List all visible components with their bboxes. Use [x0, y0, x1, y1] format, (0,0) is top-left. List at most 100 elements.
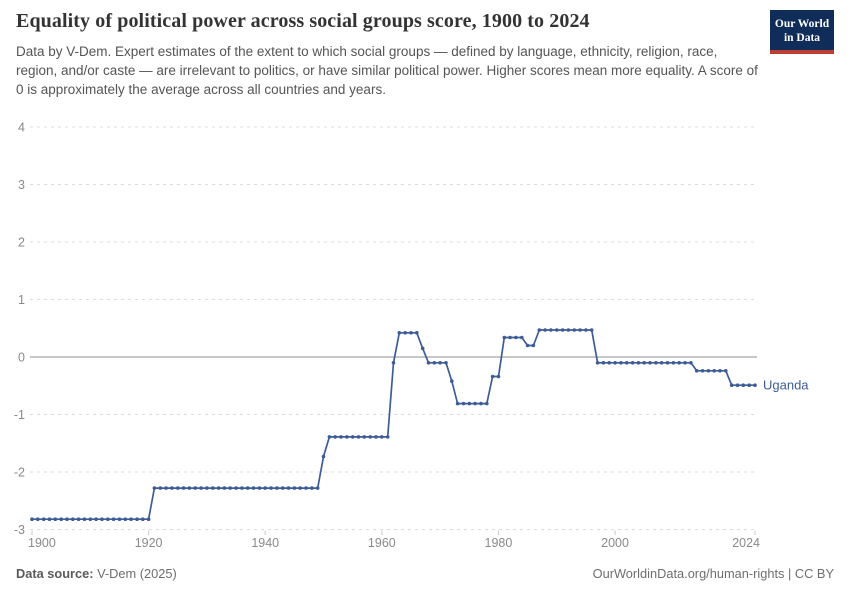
data-point: [71, 517, 75, 521]
data-point: [187, 486, 192, 490]
data-point: [193, 486, 198, 490]
data-point: [718, 369, 722, 373]
data-point: [117, 517, 122, 521]
data-point: [473, 401, 477, 406]
data-point: [228, 486, 232, 490]
data-point: [135, 517, 139, 521]
data-point: [420, 346, 425, 351]
data-point: [677, 361, 681, 365]
data-point: [432, 361, 437, 365]
y-axis-tick-label: 3: [18, 178, 25, 192]
data-point: [572, 328, 577, 332]
data-point: [333, 435, 338, 439]
data-point: [589, 328, 594, 332]
owid-logo[interactable]: Our World in Data: [770, 10, 834, 55]
x-axis-tick-label: 2024: [732, 536, 760, 550]
data-point: [30, 517, 34, 521]
data-point: [164, 486, 168, 490]
data-point: [543, 328, 547, 332]
data-point: [199, 486, 203, 490]
data-point: [47, 517, 52, 521]
x-axis-tick-label: 1980: [485, 536, 513, 550]
data-point: [601, 361, 606, 365]
data-point: [59, 517, 63, 521]
data-point: [525, 343, 530, 348]
data-point: [374, 435, 378, 439]
data-point: [485, 401, 489, 406]
data-point: [403, 331, 408, 335]
data-point: [298, 486, 303, 490]
data-point: [630, 361, 635, 365]
data-point: [304, 486, 308, 490]
data-point: [712, 369, 716, 373]
x-axis-tick-label: 1920: [135, 536, 163, 550]
data-source: Data source: V-Dem (2025): [16, 566, 177, 581]
data-point: [222, 486, 227, 490]
data-point: [269, 486, 273, 490]
data-point: [741, 383, 746, 388]
data-point: [76, 517, 81, 521]
data-source-value: V-Dem (2025): [97, 566, 177, 581]
data-point: [566, 328, 571, 332]
data-point: [100, 517, 104, 521]
data-point: [409, 331, 413, 335]
data-point: [694, 369, 699, 373]
data-point: [240, 486, 244, 490]
data-point: [706, 369, 711, 373]
data-point: [327, 435, 332, 439]
license-separator: |: [788, 566, 792, 581]
data-point: [619, 361, 623, 365]
data-point: [467, 401, 472, 406]
license-label: CC BY: [794, 566, 834, 581]
data-point: [689, 361, 693, 365]
data-point: [350, 435, 355, 439]
logo-line-2: in Data: [783, 32, 821, 45]
data-point: [362, 435, 367, 439]
data-point: [280, 486, 285, 490]
data-point: [263, 486, 268, 490]
data-point: [36, 517, 40, 521]
data-point: [549, 328, 553, 332]
data-point: [65, 517, 69, 521]
data-point: [479, 401, 483, 406]
y-axis-tick-label: 2: [18, 236, 25, 250]
data-point: [380, 435, 384, 439]
data-point: [490, 374, 495, 379]
data-point: [146, 517, 151, 521]
y-axis-tick-label: 1: [18, 293, 25, 307]
data-point: [310, 486, 314, 490]
data-point: [123, 517, 128, 521]
data-point: [368, 435, 373, 439]
data-point: [339, 435, 343, 439]
y-axis-tick-label: -1: [14, 408, 25, 422]
data-point: [129, 517, 133, 521]
data-point: [624, 361, 629, 365]
x-axis-tick-label: 2000: [601, 536, 629, 550]
data-point: [257, 486, 262, 490]
data-point: [82, 517, 87, 521]
data-point: [613, 361, 617, 365]
data-point: [496, 374, 501, 379]
data-point: [141, 517, 145, 521]
data-point: [438, 361, 442, 365]
footer-url[interactable]: OurWorldinData.org/human-rights: [592, 566, 785, 581]
data-point: [642, 361, 646, 365]
data-point: [397, 331, 402, 335]
data-point: [292, 486, 297, 490]
data-point: [53, 517, 58, 521]
y-axis-tick-label: 4: [18, 121, 25, 135]
data-point: [321, 454, 326, 459]
data-point: [315, 486, 320, 490]
data-point: [607, 361, 611, 365]
data-point: [356, 435, 361, 439]
data-point: [578, 328, 582, 332]
footer-credits: OurWorldinData.org/human-rights | CC BY: [593, 566, 834, 581]
data-point: [152, 486, 157, 490]
logo-line-1: Our World: [774, 18, 830, 30]
chart-subtitle: Data by V-Dem. Expert estimates of the e…: [16, 44, 758, 98]
entity-label: Uganda: [763, 378, 809, 393]
data-point: [671, 361, 676, 365]
data-point: [555, 328, 559, 332]
